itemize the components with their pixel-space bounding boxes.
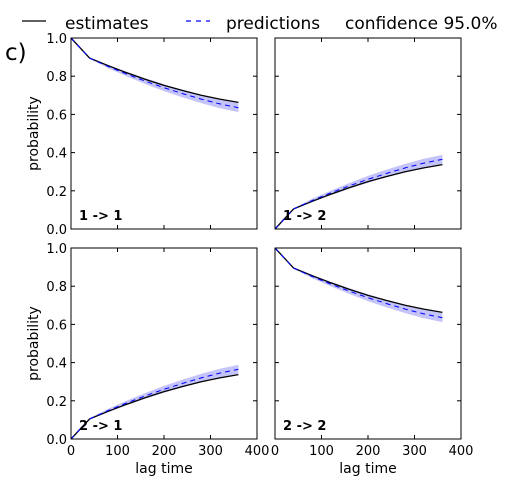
- y-tick-label: 0.0: [46, 433, 67, 448]
- confidence-band: [275, 154, 443, 229]
- y-tick-label: 0.6: [46, 318, 67, 333]
- legend: estimates predictions confidence 95.0%: [22, 14, 497, 34]
- x-tick-label: 200: [356, 444, 381, 459]
- legend-predictions-label: predictions: [226, 14, 320, 34]
- panels: 0.0 0.2 0.4 0.6 0.8 1.0 1 -> 1 probability 1 -> …: [26, 32, 473, 477]
- x-tick-label: 0: [67, 444, 75, 459]
- y-axis-label: probability: [26, 306, 42, 381]
- axes-frame: [274, 37, 462, 230]
- panel-label: c): [5, 40, 27, 66]
- x-tick-label: 400: [449, 444, 474, 459]
- axes-frame: [70, 247, 258, 440]
- series-estimates-line: [274, 247, 443, 314]
- y-tick-label: 1.0: [46, 32, 67, 47]
- y-tick-label: 0.8: [46, 70, 67, 85]
- panel-2: 1 -> 2: [274, 37, 462, 230]
- transition-label: 1 -> 2: [283, 209, 326, 224]
- x-tick-label: 400: [245, 444, 270, 459]
- x-tick-label: 0: [271, 444, 279, 459]
- confidence-band: [275, 248, 443, 323]
- y-tick-label: 0.2: [46, 185, 67, 200]
- y-tick-label: 0.4: [46, 147, 67, 162]
- legend-confidence-label: confidence 95.0%: [345, 14, 497, 34]
- x-tick-label: 300: [402, 444, 427, 459]
- transition-label: 2 -> 2: [283, 419, 326, 434]
- legend-estimates-label: estimates: [65, 14, 149, 34]
- series-predictions-line: [274, 158, 443, 230]
- x-tick-label: 200: [152, 444, 177, 459]
- confidence-band: [71, 38, 239, 113]
- y-tick-label: 0.8: [46, 280, 67, 295]
- axes-frame: [274, 247, 462, 440]
- transition-label: 1 -> 1: [79, 209, 122, 224]
- x-axis-label: lag time: [339, 461, 396, 477]
- panel-4: 0 100 200 300 400 2 -> 2 lag time: [271, 247, 474, 477]
- series-predictions-line: [70, 368, 239, 440]
- axes-frame: [70, 37, 258, 230]
- panel-3: 0.0 0.2 0.4 0.6 0.8 1.0 0 100 200 300 400 2 -> 1 lag…: [26, 242, 269, 477]
- x-axis-label: lag time: [135, 461, 192, 477]
- series-predictions-line: [70, 37, 239, 109]
- x-tick-label: 100: [309, 444, 334, 459]
- transition-label: 2 -> 1: [79, 419, 122, 434]
- y-axis-label: probability: [26, 96, 42, 171]
- series-estimates-line: [70, 37, 239, 104]
- confidence-band: [71, 364, 239, 439]
- x-tick-label: 100: [105, 444, 130, 459]
- y-tick-label: 0.0: [46, 223, 67, 238]
- y-tick-label: 0.2: [46, 395, 67, 410]
- x-tick-label: 300: [198, 444, 223, 459]
- panel-1: 0.0 0.2 0.4 0.6 0.8 1.0 1 -> 1 probability: [26, 32, 258, 238]
- series-predictions-line: [274, 247, 443, 319]
- y-tick-label: 0.4: [46, 357, 67, 372]
- y-tick-label: 0.6: [46, 108, 67, 123]
- y-tick-label: 1.0: [46, 242, 67, 257]
